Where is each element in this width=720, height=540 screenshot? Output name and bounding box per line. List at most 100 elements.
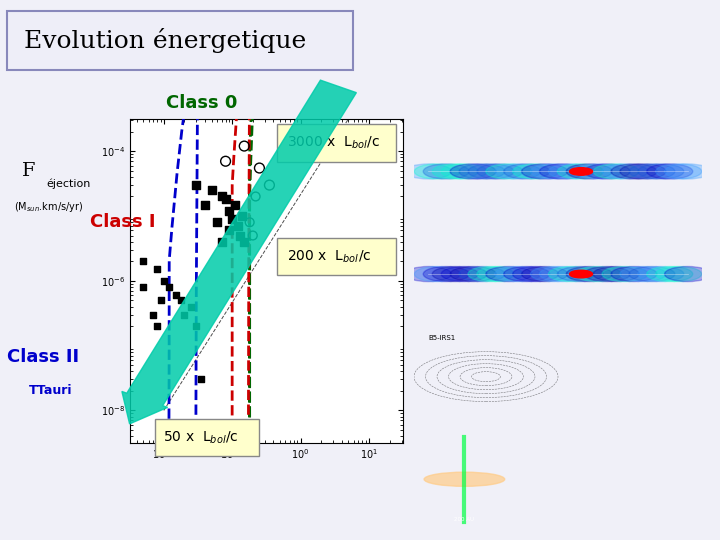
Circle shape <box>513 266 559 281</box>
Circle shape <box>620 164 666 179</box>
Point <box>199 200 211 209</box>
Circle shape <box>495 266 541 281</box>
Text: B5-IRS1: B5-IRS1 <box>428 335 456 341</box>
Circle shape <box>611 164 657 179</box>
Point <box>220 157 231 166</box>
Circle shape <box>477 164 523 179</box>
Circle shape <box>566 164 612 179</box>
Circle shape <box>647 164 693 179</box>
Circle shape <box>495 164 541 179</box>
Circle shape <box>656 266 702 281</box>
Circle shape <box>405 164 451 179</box>
Text: (M$_{sun}$.km/s/yr): (M$_{sun}$.km/s/yr) <box>14 200 84 214</box>
Circle shape <box>656 164 702 179</box>
Point <box>185 302 197 311</box>
Circle shape <box>405 266 451 281</box>
Text: Class 0: Class 0 <box>166 94 238 112</box>
FancyBboxPatch shape <box>277 124 396 162</box>
Text: Evolution énergetique: Evolution énergetique <box>24 28 307 53</box>
Text: 200 AU: 200 AU <box>454 517 474 522</box>
FancyArrow shape <box>122 80 356 424</box>
Circle shape <box>450 266 496 281</box>
Circle shape <box>521 266 567 281</box>
Point <box>155 296 166 305</box>
Point <box>220 195 231 204</box>
Text: TTauri: TTauri <box>29 384 72 397</box>
Circle shape <box>432 266 478 281</box>
Circle shape <box>459 164 505 179</box>
Circle shape <box>570 167 593 175</box>
Text: F: F <box>22 162 35 180</box>
Circle shape <box>575 266 621 281</box>
Point <box>229 200 240 209</box>
Point <box>191 322 202 330</box>
Circle shape <box>423 164 469 179</box>
Circle shape <box>539 266 585 281</box>
Text: éjection: éjection <box>47 178 91 188</box>
Point <box>216 238 228 246</box>
Point <box>191 181 202 190</box>
Circle shape <box>468 164 514 179</box>
Text: 50 x  L$_{bol}$/c: 50 x L$_{bol}$/c <box>163 429 239 445</box>
Point <box>234 231 246 240</box>
Circle shape <box>459 266 505 281</box>
Circle shape <box>513 164 559 179</box>
Circle shape <box>557 266 603 281</box>
Point <box>163 283 175 292</box>
Circle shape <box>549 266 595 281</box>
Circle shape <box>539 164 585 179</box>
Circle shape <box>557 164 603 179</box>
Point <box>148 310 159 319</box>
Circle shape <box>531 266 577 281</box>
Point <box>206 186 217 194</box>
Circle shape <box>629 164 675 179</box>
Point <box>223 226 235 235</box>
Circle shape <box>432 164 478 179</box>
Circle shape <box>584 164 630 179</box>
Circle shape <box>414 164 460 179</box>
Circle shape <box>575 164 621 179</box>
Circle shape <box>441 164 487 179</box>
Circle shape <box>584 266 630 281</box>
Circle shape <box>477 266 523 281</box>
Point <box>264 181 275 190</box>
Text: 3000 x  L$_{bol}$/c: 3000 x L$_{bol}$/c <box>287 135 380 151</box>
Point <box>253 164 265 172</box>
Circle shape <box>531 164 577 179</box>
Text: Class I: Class I <box>90 213 156 231</box>
Circle shape <box>570 270 593 278</box>
Circle shape <box>566 266 612 281</box>
Point <box>238 238 250 246</box>
Circle shape <box>521 164 567 179</box>
Circle shape <box>486 266 532 281</box>
Circle shape <box>486 164 532 179</box>
Point <box>179 310 190 319</box>
Circle shape <box>638 164 684 179</box>
Circle shape <box>423 266 469 281</box>
Point <box>195 375 207 384</box>
Circle shape <box>468 266 514 281</box>
Circle shape <box>504 266 550 281</box>
Point <box>226 214 238 223</box>
Circle shape <box>638 266 684 281</box>
Point <box>236 212 248 220</box>
Point <box>138 283 149 292</box>
Circle shape <box>450 164 496 179</box>
Point <box>244 218 256 227</box>
Point <box>151 265 163 274</box>
Point <box>138 257 149 266</box>
Ellipse shape <box>424 472 505 487</box>
Point <box>211 218 222 227</box>
Circle shape <box>593 266 639 281</box>
FancyBboxPatch shape <box>277 238 396 275</box>
Point <box>176 296 187 305</box>
Point <box>247 231 258 240</box>
Point <box>151 322 163 330</box>
Circle shape <box>504 164 550 179</box>
Circle shape <box>665 266 711 281</box>
Circle shape <box>629 266 675 281</box>
Circle shape <box>602 266 648 281</box>
Point <box>223 206 235 215</box>
Circle shape <box>441 266 487 281</box>
Circle shape <box>611 266 657 281</box>
